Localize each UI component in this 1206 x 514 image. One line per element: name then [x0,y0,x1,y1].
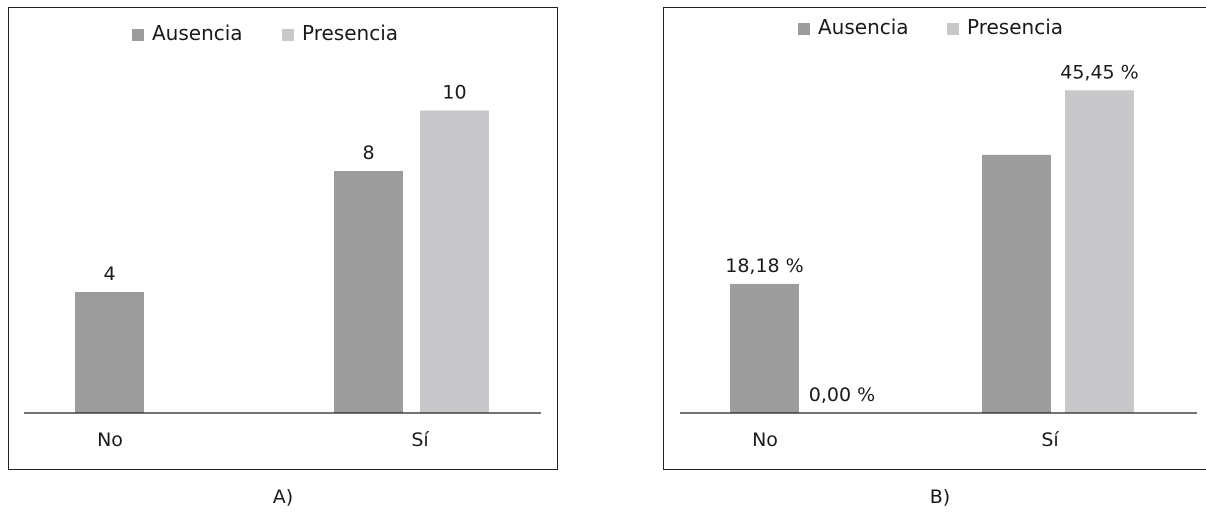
chart2-legend-swatch-presencia [947,23,959,35]
chart2-bar-presencia-1 [1065,90,1134,414]
chart1-data-label-ausencia-0: 4 [103,263,115,285]
chart1-category-label-1: Sí [411,429,429,451]
chart1-bar-ausencia-0 [75,292,144,413]
chart2-caption: B) [930,486,950,508]
chart2-bar-ausencia-1 [982,154,1051,413]
chart2-legend-label-ausencia: Ausencia [818,15,909,39]
chart2-data-label-ausencia-0: 18,18 % [725,255,804,277]
chart2-category-label-0: No [752,429,778,451]
chart1-data-label-presencia-1: 10 [442,82,466,104]
chart1-legend-swatch-ausencia [132,29,144,41]
chart1-bar-ausencia-1 [334,171,403,413]
chart2-bar-ausencia-0 [730,283,799,413]
chart2-frame [663,7,1206,470]
chart2-data-label-presencia-1: 45,45 % [1060,61,1139,83]
chart1-caption: A) [273,486,293,508]
chart2-category-label-1: Sí [1041,429,1059,451]
chart1-frame [8,7,558,470]
chart2-data-label-presencia-0: 0,00 % [809,384,875,406]
chart1-category-label-0: No [97,429,123,451]
chart1-legend-label-presencia: Presencia [302,21,398,45]
chart2-legend-swatch-ausencia [798,23,810,35]
chart1-data-label-ausencia-1: 8 [362,142,374,164]
chart1-legend-swatch-presencia [282,29,294,41]
chart1-bar-presencia-1 [420,110,489,413]
chart1-legend-label-ausencia: Ausencia [152,21,243,45]
chart2-legend-label-presencia: Presencia [967,15,1063,39]
